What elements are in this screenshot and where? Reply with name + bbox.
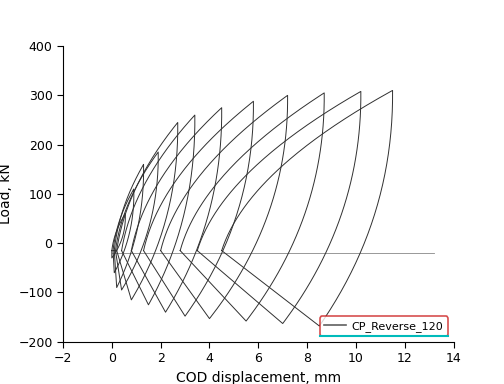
Legend: CP_Reverse_120: CP_Reverse_120 (320, 316, 448, 336)
Y-axis label: Load, kN: Load, kN (0, 164, 13, 224)
X-axis label: COD displacement, mm: COD displacement, mm (176, 371, 341, 384)
